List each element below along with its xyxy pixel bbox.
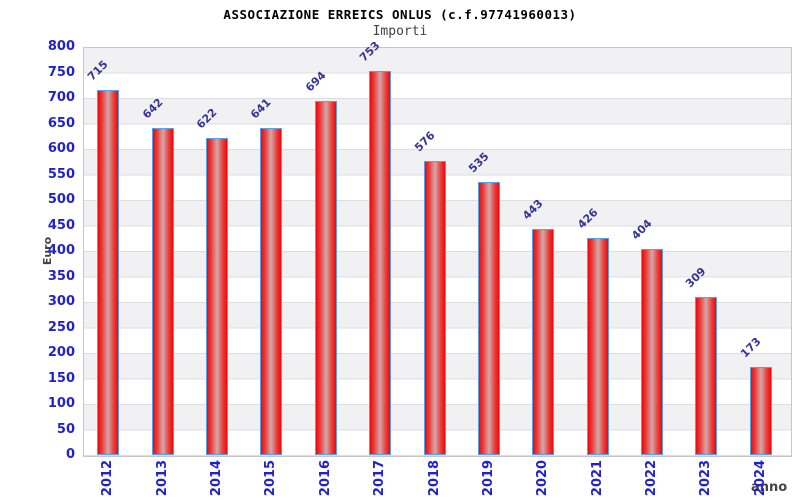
y-tick-label: 650 [47, 116, 75, 131]
x-tick-label: 2012 [100, 459, 115, 497]
bar-2020 [532, 229, 554, 455]
bar-2021 [587, 238, 609, 455]
y-tick-label: 550 [47, 167, 75, 182]
y-tick-label: 800 [47, 39, 75, 54]
y-tick-label: 700 [47, 90, 75, 105]
chart-title: ASSOCIAZIONE ERREICS ONLUS (c.f.97741960… [223, 7, 577, 22]
y-tick-label: 200 [47, 345, 75, 360]
bar-2023 [695, 297, 717, 455]
bar-2022 [641, 249, 663, 455]
y-tick-label: 350 [47, 269, 75, 284]
y-tick-label: 400 [47, 243, 75, 258]
x-tick-label: 2019 [481, 459, 496, 497]
x-tick-label: 2013 [155, 459, 170, 497]
x-tick-label: 2018 [427, 459, 442, 497]
x-tick-label: 2017 [372, 459, 387, 497]
y-tick-label: 750 [47, 65, 75, 80]
bar-2018 [424, 161, 446, 455]
y-tick-label: 600 [47, 141, 75, 156]
x-tick-label: 2023 [698, 459, 713, 497]
bar-2015 [260, 128, 282, 455]
x-tick-label: 2015 [263, 459, 278, 497]
y-tick-label: 300 [47, 294, 75, 309]
y-tick-label: 500 [47, 192, 75, 207]
bar-2014 [206, 138, 228, 455]
y-tick-label: 450 [47, 218, 75, 233]
x-tick-label: 2016 [318, 459, 333, 497]
chart-subtitle: Importi [372, 24, 428, 39]
x-tick-label: 2021 [590, 459, 605, 497]
x-tick-label: 2022 [644, 459, 659, 497]
y-tick-label: 50 [56, 422, 75, 437]
y-tick-label: 0 [65, 447, 75, 462]
bar-2016 [315, 101, 337, 455]
bar-2019 [478, 182, 500, 455]
y-tick-label: 250 [47, 320, 75, 335]
bar-2013 [152, 128, 174, 455]
x-tick-label: 2024 [753, 459, 768, 497]
bar-2024 [750, 367, 772, 455]
x-tick-label: 2014 [209, 459, 224, 497]
y-tick-label: 100 [47, 396, 75, 411]
x-axis-title: anno [751, 480, 788, 495]
bar-2012 [97, 90, 119, 455]
x-tick-label: 2020 [535, 459, 550, 497]
bar-2017 [369, 71, 391, 455]
y-tick-label: 150 [47, 371, 75, 386]
